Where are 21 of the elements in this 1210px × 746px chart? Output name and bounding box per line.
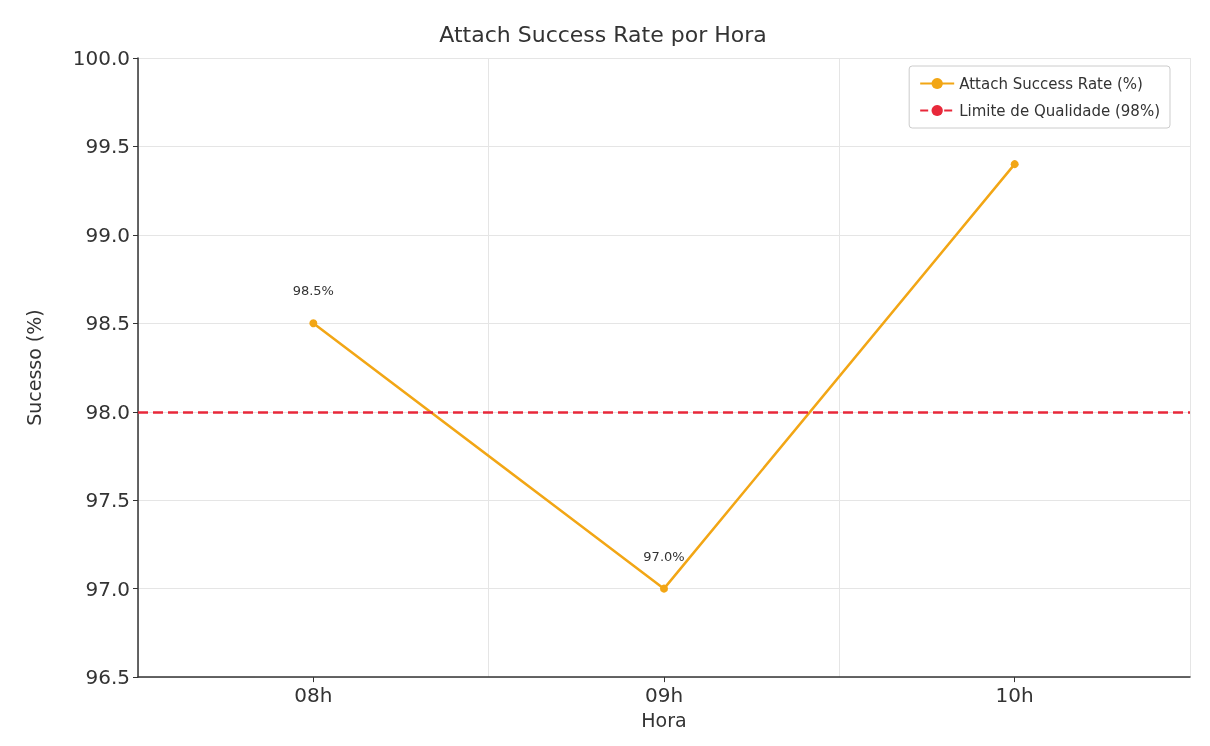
y-tick-label: 99.5	[85, 134, 130, 159]
point	[309, 319, 318, 328]
chart-title: Attach Success Rate por Hora	[439, 21, 767, 47]
point	[1010, 160, 1019, 169]
x-tick-label: 09h	[644, 683, 684, 708]
y-tick-label: 99.0	[85, 222, 130, 247]
y-tick-label: 98.0	[85, 399, 130, 424]
x-tick-label: 10h	[995, 683, 1034, 708]
x-axis-title: Hora	[641, 708, 687, 731]
y-tick-label: 98.5	[85, 311, 130, 336]
point	[660, 584, 668, 593]
y-tick-label: 96.5	[85, 665, 130, 690]
y-tick-label: 100.0	[72, 46, 130, 70]
legend-label: Attach Success Rate (%)	[959, 74, 1143, 93]
data-label: 97.0%	[643, 548, 685, 564]
data-label: 98.5%	[292, 283, 334, 299]
y-tick-label: 97.0	[85, 576, 130, 601]
x-tick-label: 08h	[294, 683, 333, 708]
y-tick-label: 97.5	[85, 488, 130, 513]
legend-label: Limite de Qualidade (98%)	[959, 101, 1161, 120]
y-axis-title: Sucesso (%)	[22, 309, 45, 426]
